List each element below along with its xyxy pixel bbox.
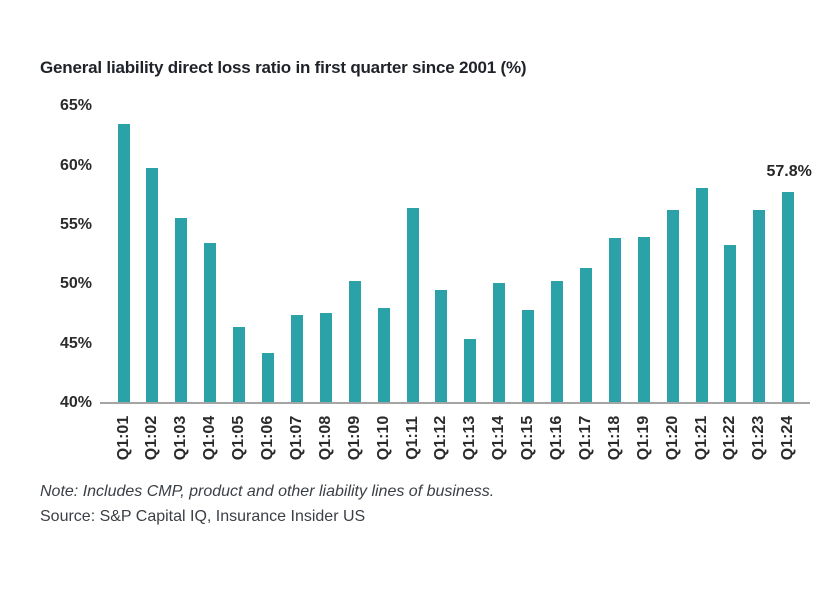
x-axis-tick-label: Q1:18 bbox=[605, 415, 623, 461]
bar bbox=[319, 312, 332, 403]
x-axis-tick-label: Q1:03 bbox=[172, 415, 190, 461]
x-axis-tick-label: Q1:04 bbox=[201, 415, 219, 461]
x-axis-tick-label: Q1:16 bbox=[548, 415, 565, 461]
x-axis-tick-label: Q1:01 bbox=[114, 415, 132, 461]
x-axis-tick-label: Q1:22 bbox=[721, 415, 739, 461]
x-axis-tick-label: Q1:24 bbox=[779, 415, 797, 461]
x-axis-tick-label: Q1:15 bbox=[519, 415, 537, 461]
x-axis-tick-label: Q1:19 bbox=[634, 415, 652, 461]
x-axis-tick-label: Q1:02 bbox=[143, 415, 161, 461]
x-axis-tick-label: Q1:20 bbox=[663, 415, 681, 461]
bar bbox=[464, 338, 477, 403]
bar bbox=[493, 283, 506, 403]
x-axis-tick-label: Q1:10 bbox=[374, 415, 392, 461]
bar bbox=[233, 327, 246, 403]
bar bbox=[753, 209, 766, 403]
x-axis-tick-label: Q1:07 bbox=[287, 415, 305, 461]
bar bbox=[146, 168, 159, 403]
bar bbox=[724, 245, 737, 403]
bar bbox=[782, 191, 795, 403]
chart-title: General liability direct loss ratio in f… bbox=[40, 58, 527, 77]
bar bbox=[579, 267, 592, 403]
bar bbox=[175, 217, 188, 403]
y-axis-tick-label: 50% bbox=[59, 275, 92, 293]
bar bbox=[377, 308, 390, 403]
y-axis-tick-label: 55% bbox=[59, 216, 92, 234]
note-text: Note: Includes CMP, product and other li… bbox=[40, 483, 495, 500]
bar bbox=[348, 280, 361, 403]
x-axis-tick-label: Q1:08 bbox=[316, 415, 334, 461]
bar bbox=[406, 208, 419, 403]
bar bbox=[551, 280, 563, 403]
bar bbox=[290, 315, 303, 403]
bar bbox=[522, 310, 535, 403]
x-axis-tick-label: Q1:14 bbox=[490, 415, 508, 461]
bar bbox=[117, 124, 130, 403]
y-axis-tick-label: 40% bbox=[59, 394, 92, 411]
bar bbox=[637, 236, 650, 403]
bar bbox=[262, 353, 274, 403]
bar-value-label: 57.8% bbox=[766, 162, 812, 180]
x-axis-tick-label: Q1:05 bbox=[230, 415, 248, 461]
y-axis-tick-label: 65% bbox=[59, 97, 92, 115]
x-axis-line bbox=[100, 402, 810, 404]
bar bbox=[435, 290, 448, 403]
x-axis-tick-label: Q1:13 bbox=[461, 415, 479, 461]
bar bbox=[608, 238, 621, 403]
x-axis-tick-label: Q1:11 bbox=[403, 416, 421, 460]
y-axis-tick-label: 45% bbox=[59, 334, 92, 352]
bar bbox=[695, 188, 708, 403]
bar bbox=[666, 209, 679, 403]
x-axis-tick-label: Q1:21 bbox=[692, 415, 710, 461]
source-text: Source: S&P Capital IQ, Insurance Inside… bbox=[40, 508, 366, 525]
x-axis-tick-label: Q1:12 bbox=[432, 415, 450, 461]
x-axis-tick-label: Q1:23 bbox=[750, 415, 768, 461]
x-axis-tick-label: Q1:09 bbox=[345, 415, 363, 461]
y-axis-tick-label: 60% bbox=[59, 156, 92, 174]
x-axis-tick-label: Q1:06 bbox=[259, 415, 276, 461]
bar bbox=[204, 242, 217, 403]
x-axis-tick-label: Q1:17 bbox=[576, 415, 594, 461]
